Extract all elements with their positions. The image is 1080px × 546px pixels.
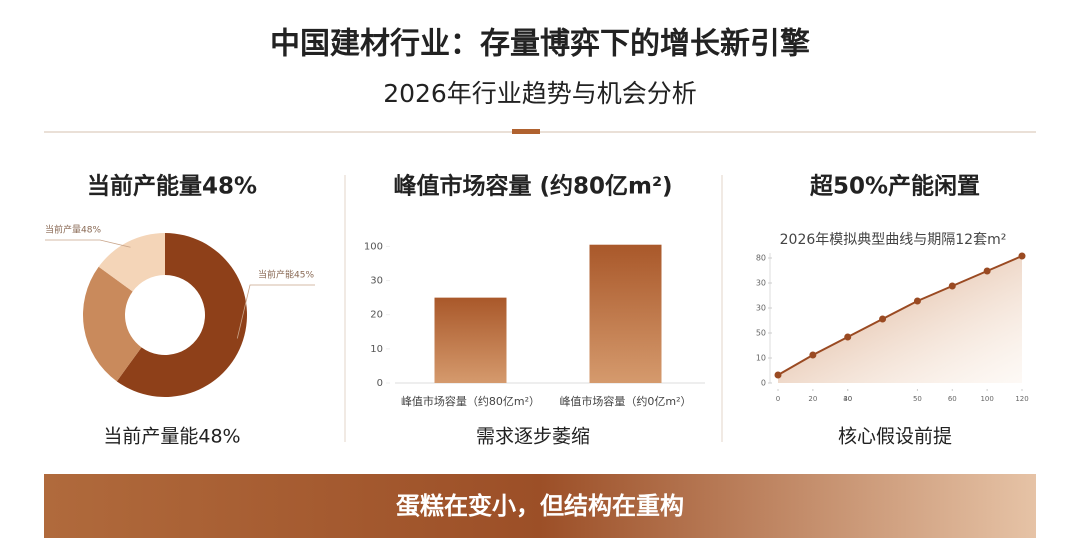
slice-label: 当前产能45% — [258, 269, 314, 281]
pie-slice — [98, 233, 165, 292]
y-tick-label: 10 — [370, 344, 383, 355]
x-tick-label: 60 — [948, 395, 957, 403]
slice-label: 当前产量48% — [45, 224, 101, 236]
y-tick-label: 0 — [761, 379, 766, 388]
chart-title: 超50%产能闲置 — [810, 173, 980, 200]
leader-line — [45, 239, 131, 248]
x-tick-label: 20 — [808, 395, 817, 403]
page-title: 中国建材行业：存量博弈下的增长新引擎 — [270, 27, 810, 62]
y-tick-label: 50 — [756, 329, 766, 338]
line — [777, 255, 1023, 376]
point — [774, 371, 782, 379]
point — [844, 333, 852, 341]
y-tick-label: 100 — [364, 241, 383, 252]
point — [948, 282, 956, 290]
y-tick-label: 30 — [370, 276, 383, 287]
x-tick-label: 120 — [1015, 395, 1028, 403]
x-tick-label: 峰值市场容量（约0亿m²） — [559, 394, 691, 408]
point — [879, 315, 887, 323]
pie-slice — [116, 233, 248, 397]
x-tick-label: 峰值市场容量（约80亿m²） — [401, 394, 540, 408]
y-tick-label: 0 — [377, 378, 383, 389]
leader-line — [236, 284, 315, 339]
area — [778, 256, 1022, 383]
point — [983, 267, 991, 275]
y-tick-label: 30 — [756, 279, 766, 288]
chart-caption: 需求逐步萎缩 — [476, 426, 590, 448]
chart-title: 峰值市场容量 (约80亿m²) — [393, 173, 672, 200]
bar — [434, 297, 507, 383]
y-tick-label: 10 — [756, 354, 766, 363]
pie-slice — [83, 266, 142, 382]
y-tick-label: 20 — [370, 310, 383, 321]
x-tick-label: 50 — [913, 395, 922, 403]
x-tick-label: 30 — [843, 395, 852, 403]
chart-caption: 当前产量能48% — [103, 426, 240, 448]
bar — [589, 244, 662, 383]
x-tick-label: 100 — [980, 395, 993, 403]
y-tick-label: 80 — [756, 254, 766, 263]
point — [809, 351, 817, 359]
chart-title: 当前产能量48% — [87, 173, 257, 200]
footer-text: 蛋糕在变小，但结构在重构 — [396, 492, 684, 520]
x-tick-label: 40 — [843, 395, 852, 403]
y-tick-label: 30 — [756, 304, 766, 313]
chart-subtitle: 2026年模拟典型曲线与期隔12套m² — [780, 232, 1007, 248]
page-subtitle: 2026年行业趋势与机会分析 — [383, 79, 697, 108]
point — [1018, 252, 1026, 260]
x-tick-label: 0 — [776, 395, 780, 403]
footer-banner — [44, 474, 1036, 538]
divider-accent — [512, 129, 540, 134]
chart-caption: 核心假设前提 — [838, 426, 952, 448]
point — [913, 297, 921, 305]
